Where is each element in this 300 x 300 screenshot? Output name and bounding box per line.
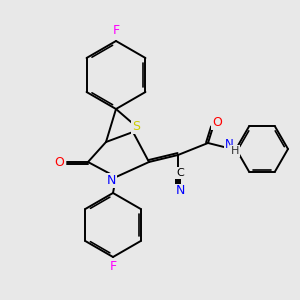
Text: F: F bbox=[112, 25, 120, 38]
Text: O: O bbox=[54, 155, 64, 169]
Text: H: H bbox=[231, 146, 239, 156]
Text: O: O bbox=[212, 116, 222, 128]
Text: N: N bbox=[106, 173, 116, 187]
Text: S: S bbox=[132, 119, 140, 133]
Text: C: C bbox=[176, 168, 184, 178]
Text: F: F bbox=[110, 260, 117, 274]
Text: N: N bbox=[225, 139, 233, 152]
Text: N: N bbox=[175, 184, 185, 197]
